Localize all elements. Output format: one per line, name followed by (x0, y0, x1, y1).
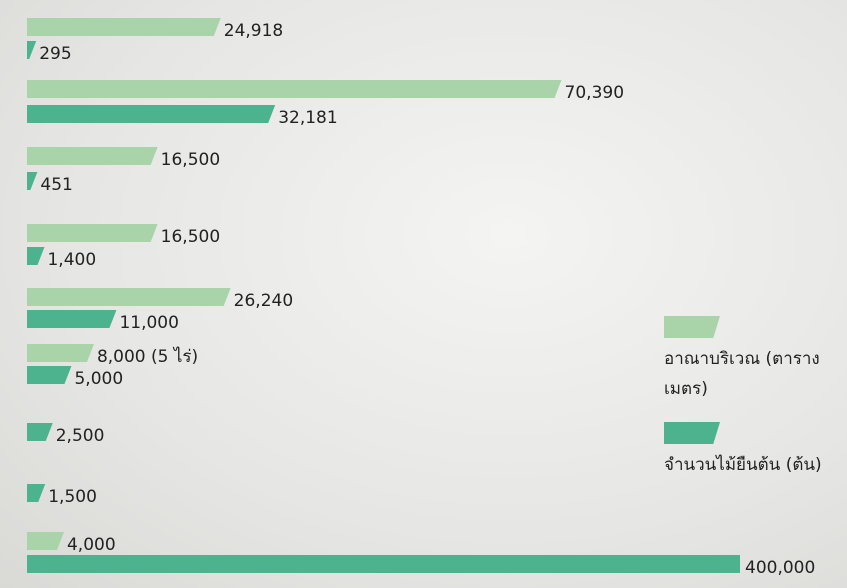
bar (27, 555, 740, 573)
value-label: 70,390 (565, 83, 624, 103)
value-label: 2,500 (56, 426, 105, 446)
legend-item: อาณาบริเวณ (ตารางเมตร) (664, 316, 844, 404)
bar (27, 147, 158, 165)
value-label: 32,181 (278, 108, 337, 128)
value-label: 4,000 (67, 535, 116, 555)
value-label: 24,918 (224, 21, 283, 41)
value-label: 26,240 (234, 291, 293, 311)
bar (27, 344, 94, 362)
bar (27, 532, 64, 550)
value-label: 400,000 (745, 558, 815, 578)
value-label: 295 (39, 44, 71, 64)
bars (27, 18, 740, 573)
bar (27, 18, 221, 36)
value-label: 16,500 (161, 150, 220, 170)
bar (27, 366, 72, 384)
value-label: 5,000 (74, 369, 123, 389)
bar (27, 224, 158, 242)
legend-swatch (664, 422, 720, 444)
bar (27, 172, 38, 190)
value-label: 11,000 (119, 313, 178, 333)
bar (27, 80, 562, 98)
bar (27, 105, 276, 123)
bar (27, 288, 231, 306)
bar (27, 310, 117, 328)
bar (27, 41, 37, 59)
bar (27, 484, 46, 502)
value-label: 1,400 (47, 250, 96, 270)
bar (27, 247, 45, 265)
value-label: 8,000 (5 ไร่) (97, 346, 198, 367)
value-label: 1,500 (48, 487, 97, 507)
legend-label: จำนวนไม้ยืนต้น (ต้น) (664, 455, 822, 475)
legend-item: จำนวนไม้ยืนต้น (ต้น) (664, 422, 844, 480)
legend-label: อาณาบริเวณ (ตารางเมตร) (664, 349, 820, 399)
legend-swatch (664, 316, 720, 338)
value-label: 16,500 (161, 227, 220, 247)
bar (27, 423, 53, 441)
value-label: 451 (40, 175, 72, 195)
